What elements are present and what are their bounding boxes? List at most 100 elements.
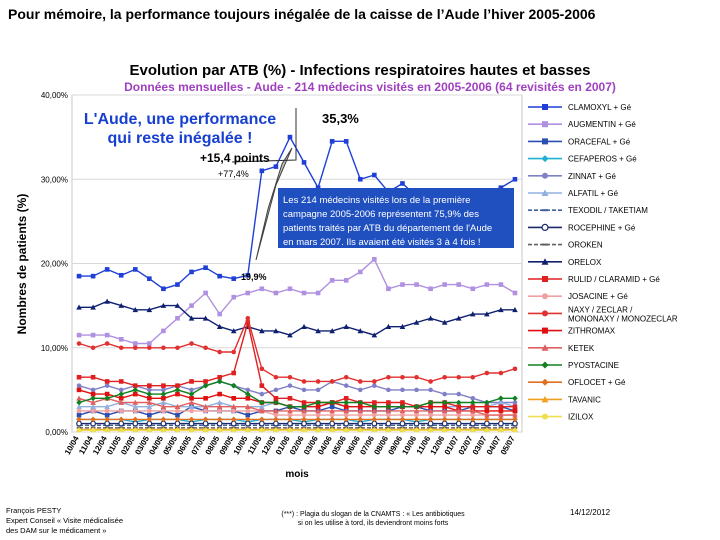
data-point bbox=[441, 416, 448, 423]
data-point bbox=[104, 395, 110, 402]
data-point bbox=[76, 387, 82, 393]
data-point bbox=[287, 383, 293, 388]
data-point bbox=[542, 121, 548, 128]
data-point bbox=[455, 315, 462, 321]
series-group bbox=[76, 416, 518, 423]
data-point bbox=[245, 408, 251, 414]
data-point bbox=[132, 408, 138, 414]
data-point bbox=[118, 428, 124, 433]
series-group bbox=[76, 298, 518, 338]
data-point bbox=[104, 403, 110, 410]
data-point bbox=[442, 404, 447, 410]
data-point bbox=[132, 307, 139, 313]
y-tick-label: 10,00% bbox=[41, 344, 68, 353]
footer-slogan: (***) : Plagia du slogan de la CNAMTS : … bbox=[258, 510, 488, 528]
data-point bbox=[541, 223, 549, 231]
x-axis-label: mois bbox=[285, 469, 309, 480]
data-point bbox=[498, 185, 504, 190]
data-point bbox=[231, 408, 237, 414]
data-point bbox=[90, 428, 96, 433]
data-point bbox=[414, 387, 419, 393]
data-point bbox=[357, 176, 363, 182]
data-point bbox=[231, 428, 237, 433]
data-point bbox=[484, 404, 490, 410]
author-line-3: des DAM sur le médicament » bbox=[6, 526, 107, 535]
percent-gain-label: +77,4% bbox=[218, 169, 249, 179]
antibiotic-chart: Evolution par ATB (%) - Infections respi… bbox=[0, 52, 720, 504]
data-point bbox=[357, 328, 364, 334]
callout-line-1: L'Aude, une performance bbox=[84, 111, 276, 128]
data-point bbox=[428, 286, 433, 292]
legend-label: ORELOX bbox=[568, 258, 602, 267]
legend-label: TAVANIC bbox=[568, 395, 601, 404]
data-point bbox=[357, 412, 363, 418]
data-point bbox=[189, 428, 194, 433]
data-point bbox=[287, 412, 293, 418]
data-point bbox=[498, 399, 504, 405]
data-point bbox=[469, 311, 476, 317]
data-point bbox=[161, 408, 166, 414]
data-point bbox=[203, 379, 208, 384]
data-point bbox=[512, 395, 518, 402]
data-point bbox=[399, 323, 406, 329]
y-tick-label: 30,00% bbox=[41, 175, 68, 184]
data-point bbox=[287, 396, 293, 401]
data-point bbox=[175, 345, 180, 351]
data-point bbox=[371, 416, 378, 423]
data-point bbox=[132, 341, 138, 346]
data-point bbox=[400, 428, 405, 433]
data-point bbox=[104, 341, 110, 346]
legend-label: CEFAPEROS + Gé bbox=[568, 155, 637, 164]
data-point bbox=[175, 391, 180, 397]
data-point bbox=[414, 428, 419, 433]
data-point bbox=[203, 290, 208, 296]
data-point bbox=[469, 399, 476, 406]
data-point bbox=[202, 315, 209, 321]
data-point bbox=[104, 408, 110, 414]
data-point bbox=[188, 416, 195, 423]
legend-label: OROKEN bbox=[568, 241, 603, 250]
data-point bbox=[259, 286, 265, 292]
legend-label: ZINNAT + Gé bbox=[568, 172, 616, 181]
data-point bbox=[189, 396, 194, 401]
data-point bbox=[541, 378, 549, 386]
data-point bbox=[470, 404, 476, 410]
legend-label: IZILOX bbox=[568, 413, 594, 422]
data-point bbox=[245, 396, 251, 401]
data-point bbox=[132, 403, 139, 410]
data-point bbox=[147, 412, 152, 418]
data-point bbox=[104, 428, 110, 433]
data-point bbox=[76, 374, 82, 380]
data-point bbox=[400, 412, 405, 418]
data-point bbox=[427, 315, 434, 321]
data-point bbox=[442, 428, 447, 433]
data-point bbox=[287, 374, 293, 380]
data-point bbox=[385, 408, 392, 414]
legend-label: CLAMOXYL + Gé bbox=[568, 103, 632, 112]
data-point bbox=[427, 408, 434, 414]
series-group bbox=[76, 256, 518, 346]
series-line bbox=[79, 410, 515, 416]
data-point bbox=[372, 428, 377, 433]
data-point bbox=[216, 323, 223, 329]
data-point bbox=[161, 328, 166, 334]
data-point bbox=[161, 428, 166, 433]
data-point bbox=[287, 286, 293, 292]
data-point bbox=[386, 400, 391, 405]
data-point bbox=[329, 416, 335, 423]
data-point bbox=[76, 395, 82, 401]
data-point bbox=[259, 391, 265, 397]
note-line-2: campagne 2005-2006 représentent 75,9% de… bbox=[283, 209, 479, 220]
data-point bbox=[498, 370, 504, 376]
data-point bbox=[132, 416, 139, 423]
data-point bbox=[357, 269, 363, 275]
data-point bbox=[90, 403, 96, 410]
data-point bbox=[456, 404, 462, 410]
data-point bbox=[287, 416, 293, 423]
data-point bbox=[512, 404, 518, 410]
data-point bbox=[203, 408, 208, 414]
data-point bbox=[216, 416, 223, 423]
data-point bbox=[231, 370, 237, 376]
data-point bbox=[244, 416, 251, 423]
data-point bbox=[90, 408, 96, 414]
